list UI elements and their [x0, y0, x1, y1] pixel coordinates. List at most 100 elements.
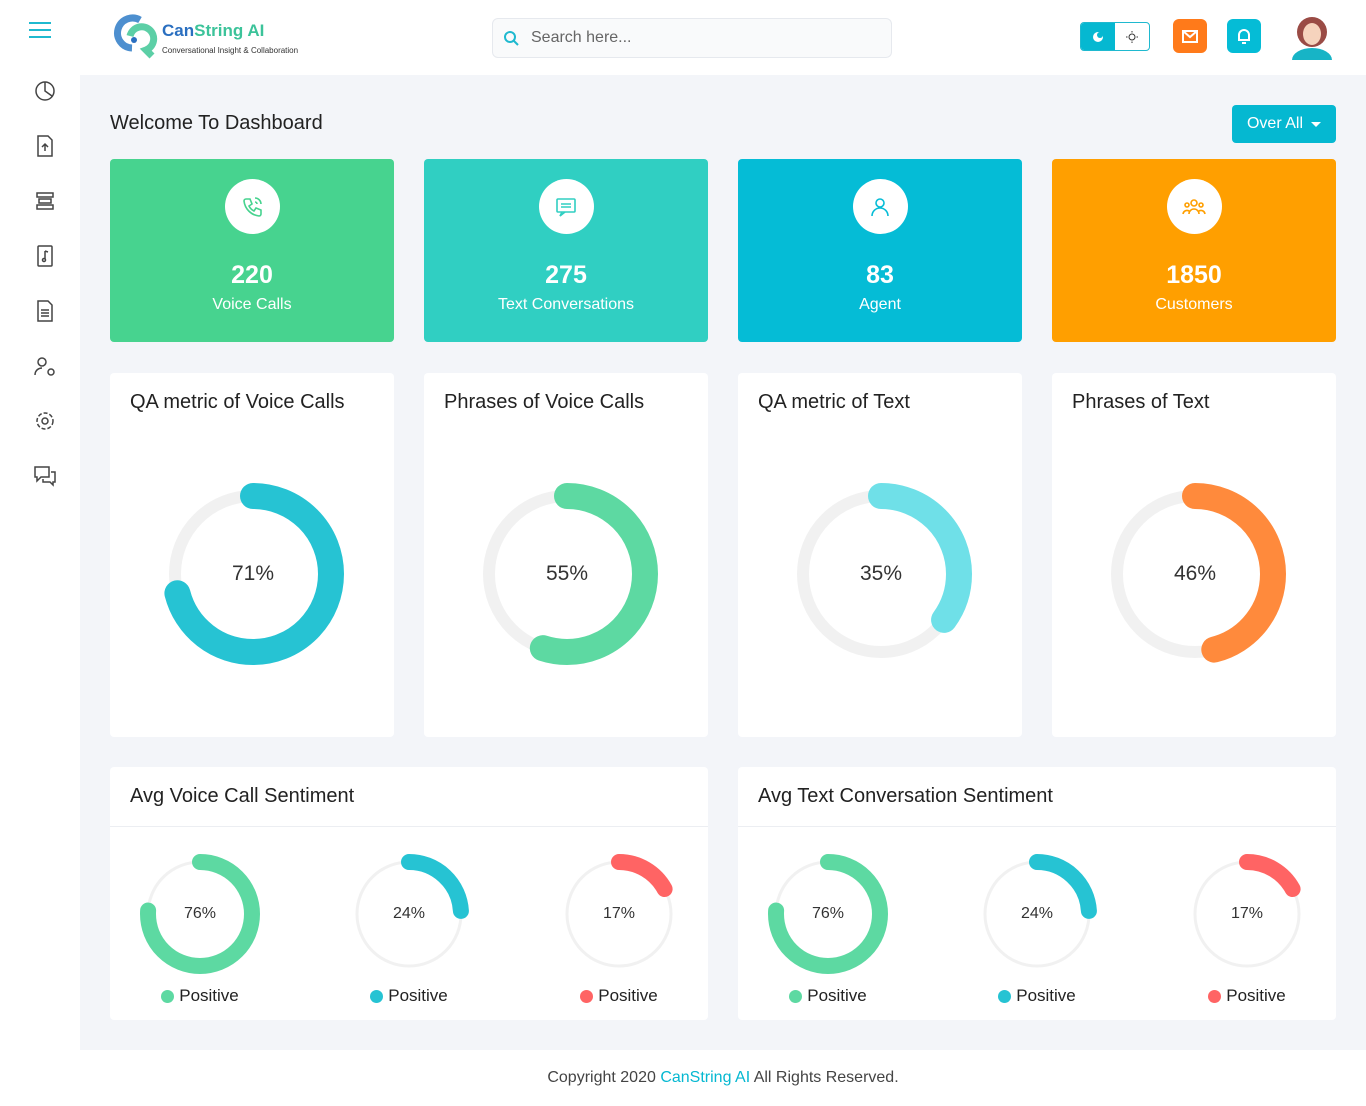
- chat-icon: [556, 197, 576, 217]
- divider: [738, 826, 1336, 827]
- footer-brand-link[interactable]: CanString AI: [660, 1069, 751, 1086]
- gauge-value: 71%: [231, 562, 275, 585]
- mail-button[interactable]: [1173, 19, 1207, 53]
- donut-chart: [559, 854, 679, 974]
- stat-card[interactable]: 1850 Customers: [1052, 159, 1336, 342]
- card-title: QA metric of Voice Calls: [130, 391, 345, 413]
- sentiment-label: Positive: [179, 986, 239, 1005]
- stat-label: Text Conversations: [497, 296, 635, 313]
- gauge-value: 35%: [859, 562, 903, 585]
- stat-label: Voice Calls: [212, 296, 292, 313]
- tagline: Conversational Insight & Collaboration: [162, 46, 299, 55]
- emoji-icon: [789, 989, 803, 1003]
- sentiment-item: 17% Positive: [554, 852, 684, 1006]
- avatar[interactable]: [1288, 12, 1336, 64]
- donut-arc: [476, 483, 658, 665]
- card-title: QA metric of Text: [758, 391, 910, 413]
- donut-chart: [1187, 854, 1307, 974]
- emoji-icon: [370, 989, 384, 1003]
- pie-chart-icon[interactable]: [30, 76, 60, 106]
- sentiment-item: 24% Positive: [344, 852, 474, 1006]
- stat-card[interactable]: 275 Text Conversations: [424, 159, 708, 342]
- sentiment-card: Avg Text Conversation Sentiment 76% Posi…: [738, 767, 1336, 1020]
- brand-name: CanString AI: [162, 21, 265, 40]
- user-icon: [871, 197, 889, 216]
- emoji-icon: [580, 989, 594, 1003]
- menu-icon[interactable]: [25, 15, 55, 45]
- copyright-text: Copyright 2020: [547, 1069, 661, 1086]
- dark-mode-icon[interactable]: [1081, 23, 1115, 50]
- donut-chart: [768, 854, 888, 974]
- stat-value: 220: [231, 261, 273, 289]
- logo[interactable]: CanString AI Conversational Insight & Co…: [110, 12, 298, 64]
- sentiment-item: 17% Positive: [1182, 852, 1312, 1006]
- gear-icon[interactable]: [30, 406, 60, 436]
- stat-label: Customers: [1155, 296, 1233, 313]
- donut-arc: [349, 854, 469, 974]
- donut-arc: [162, 483, 344, 665]
- donut-chart: [790, 483, 972, 665]
- theme-toggle[interactable]: [1080, 22, 1150, 51]
- gauge-card: QA metric of Voice Calls 71%: [110, 373, 394, 737]
- group-icon: [1182, 198, 1206, 214]
- gauge-value: 46%: [1173, 562, 1217, 585]
- donut-chart: [977, 854, 1097, 974]
- sentiment-value: 76%: [183, 905, 217, 922]
- sentiment-label: Positive: [1016, 986, 1076, 1005]
- audio-file-icon[interactable]: [30, 241, 60, 271]
- search-input[interactable]: [531, 29, 871, 47]
- stat-card[interactable]: 220 Voice Calls: [110, 159, 394, 342]
- donut-arc: [1187, 854, 1307, 974]
- stat-value: 83: [866, 261, 894, 289]
- document-icon[interactable]: [30, 296, 60, 326]
- sentiment-item: 76% Positive: [135, 852, 265, 1006]
- page-title: Welcome To Dashboard: [110, 112, 323, 134]
- donut-chart: [162, 483, 344, 665]
- donut-chart: [140, 854, 260, 974]
- donut-arc: [559, 854, 679, 974]
- sentiment-value: 76%: [811, 905, 845, 922]
- list-icon[interactable]: [30, 186, 60, 216]
- donut-arc: [768, 854, 888, 974]
- sentiment-value: 24%: [1020, 905, 1054, 922]
- footer: Copyright 2020 CanString AI All Rights R…: [80, 1050, 1366, 1106]
- sentiment-card: Avg Voice Call Sentiment 76% Positive 24…: [110, 767, 708, 1020]
- filter-label: Over All: [1246, 115, 1303, 132]
- sentiment-item: 76% Positive: [763, 852, 893, 1006]
- user-settings-icon[interactable]: [30, 351, 60, 381]
- emoji-icon: [998, 989, 1012, 1003]
- sentiment-label: Positive: [598, 986, 658, 1005]
- donut-chart: [1104, 483, 1286, 665]
- phone-icon: [243, 196, 262, 217]
- sentiment-label: Positive: [388, 986, 448, 1005]
- gauge-value: 55%: [545, 562, 589, 585]
- light-mode-icon[interactable]: [1115, 23, 1149, 50]
- logo-icon: [114, 14, 158, 59]
- search-bar[interactable]: [492, 18, 892, 58]
- donut-arc: [790, 483, 972, 665]
- notifications-button[interactable]: [1227, 19, 1261, 53]
- rights-text: All Rights Reserved.: [750, 1069, 899, 1086]
- donut-arc: [1104, 483, 1286, 665]
- chat-bubbles-icon[interactable]: [30, 461, 60, 491]
- sidebar: [0, 0, 80, 1106]
- sentiment-label: Positive: [807, 986, 867, 1005]
- divider: [110, 826, 708, 827]
- filter-dropdown[interactable]: Over All: [1232, 105, 1336, 143]
- sentiment-item: 24% Positive: [972, 852, 1102, 1006]
- donut-chart: [476, 483, 658, 665]
- sentiment-label: Positive: [1226, 986, 1286, 1005]
- emoji-icon: [161, 989, 175, 1003]
- caret-down-icon: [1311, 121, 1321, 127]
- stat-card[interactable]: 83 Agent: [738, 159, 1022, 342]
- card-title: Avg Voice Call Sentiment: [130, 785, 355, 807]
- donut-arc: [140, 854, 260, 974]
- card-title: Phrases of Voice Calls: [444, 391, 645, 413]
- sentiment-value: 17%: [602, 905, 636, 922]
- stat-value: 275: [545, 261, 587, 289]
- upload-file-icon[interactable]: [30, 131, 60, 161]
- gauge-card: Phrases of Voice Calls 55%: [424, 373, 708, 737]
- card-title: Avg Text Conversation Sentiment: [758, 785, 1053, 807]
- gauge-card: QA metric of Text 35%: [738, 373, 1022, 737]
- sentiment-value: 17%: [1230, 905, 1264, 922]
